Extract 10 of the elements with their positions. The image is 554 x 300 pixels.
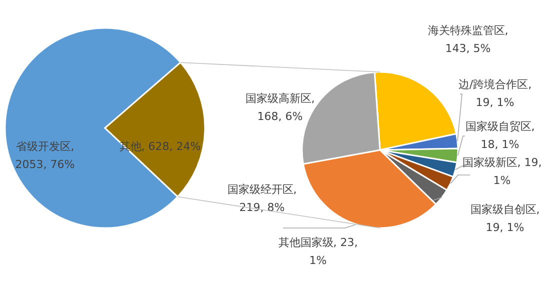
slice-label: 海关特殊监管区, 143, 5% <box>428 24 508 55</box>
slice-label: 国家级新区, 19, 1% <box>462 156 542 187</box>
slice-label: 省级开发区, 2053, 76% <box>15 140 75 171</box>
slice-label: 国家级自贸区, 18, 1% <box>465 120 535 151</box>
slice-label: 国家级高新区, 168, 6% <box>245 92 315 123</box>
slice-label: 国家级自创区, 19, 1% <box>470 203 540 234</box>
slice-label: 边/跨境合作区, 19, 1% <box>458 78 532 109</box>
slice-label: 国家级经开区, 219, 8% <box>227 183 297 214</box>
slice-label: 其他, 628, 24% <box>119 140 201 153</box>
slice-label: 其他国家级, 23, 1% <box>278 236 358 267</box>
